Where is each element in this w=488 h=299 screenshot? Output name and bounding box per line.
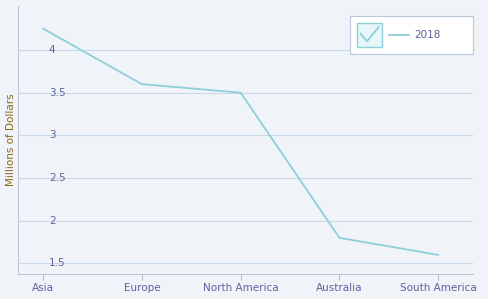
- Text: 2018: 2018: [415, 30, 441, 40]
- Y-axis label: Millions of Dollars: Millions of Dollars: [5, 93, 16, 186]
- FancyBboxPatch shape: [357, 23, 382, 47]
- FancyBboxPatch shape: [350, 16, 473, 54]
